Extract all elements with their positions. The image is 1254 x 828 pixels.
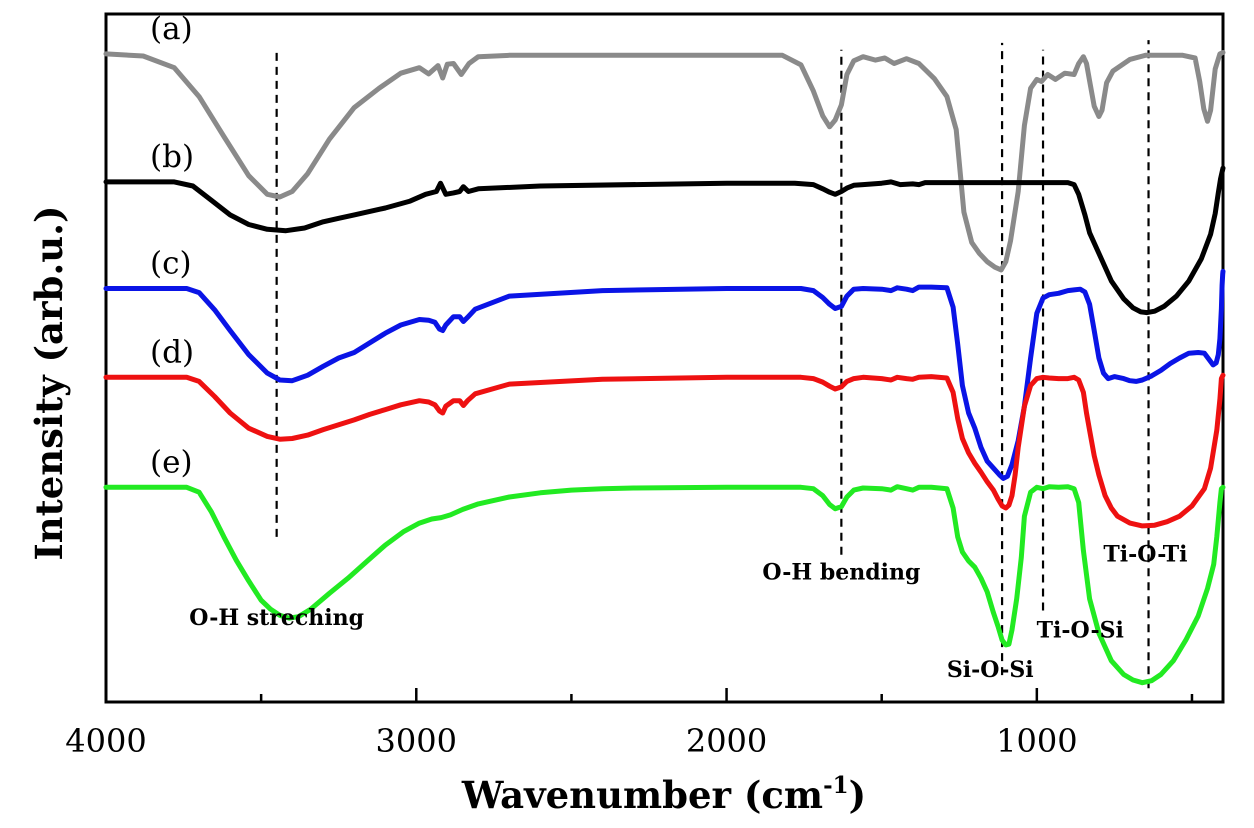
x-tick-label-0: 4000 [65,722,146,760]
annotation-1: O-H bending [762,560,920,586]
x-axis-title-sup: -1 [823,772,849,799]
series-label-4: (e) [150,444,193,480]
x-axis-title-close: ) [849,773,867,817]
annotation-4: Ti-O-Ti [1103,542,1187,568]
series-line-2 [103,268,1226,481]
series-line-1 [103,165,1226,316]
series-line-4 [103,484,1226,686]
x-axis-title: Wavenumber (cm-1) [461,772,866,817]
annotation-0: O-H streching [189,605,364,631]
series-label-2: (c) [150,246,192,282]
plot-frame [104,12,1225,704]
annotation-2: Ti-O-Si [1037,617,1124,643]
series-line-3 [103,372,1226,529]
series-label-0: (a) [150,11,193,47]
series-layer [103,50,1226,686]
annotation-3: Si-O-Si [947,657,1034,683]
series-label-1: (b) [150,139,194,175]
series-label-3: (d) [150,334,194,370]
series-line-0 [103,50,1226,273]
y-axis-title: Intensity (arb.u.) [27,205,71,560]
x-tick-label-3: 1000 [996,722,1077,760]
x-axis: 4000 3000 2000 1000 [65,688,1194,760]
series-labels: (a) (b) (c) (d) (e) [150,11,194,480]
x-tick-label-1: 3000 [376,722,457,760]
x-tick-label-2: 2000 [686,722,767,760]
x-axis-title-main: Wavenumber (cm [461,773,823,817]
